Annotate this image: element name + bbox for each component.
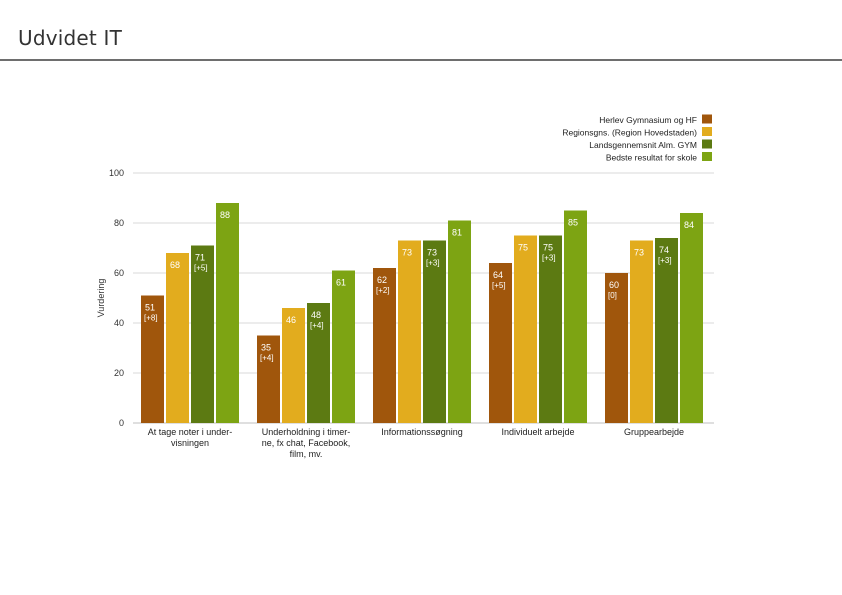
data-label: 75 (518, 243, 528, 253)
legend-label: Landsgennemsnit Alm. GYM (589, 140, 697, 150)
change-label: [+3] (658, 256, 672, 265)
data-label: 81 (452, 228, 462, 238)
change-label: [+5] (194, 264, 208, 273)
bar (605, 273, 628, 423)
legend-label: Regionsgns. (Region Hovedstaden) (562, 128, 697, 138)
title-divider (0, 59, 842, 61)
data-label: 84 (684, 220, 694, 230)
x-tick-label: Underholdning i timer- (262, 427, 351, 437)
x-tick-label: film, mv. (290, 449, 323, 459)
y-axis-title: Vurdering (96, 279, 106, 318)
data-label: 73 (634, 248, 644, 258)
x-tick-label: At tage noter i under- (148, 427, 233, 437)
bar (423, 240, 446, 423)
bar (166, 253, 189, 423)
bar (514, 235, 537, 423)
legend-swatch (702, 127, 712, 136)
y-tick-label: 60 (114, 268, 124, 278)
data-label: 74 (659, 245, 669, 255)
bar (448, 220, 471, 423)
legend-swatch (702, 114, 712, 124)
data-label: 68 (170, 260, 180, 270)
change-label: [+2] (376, 286, 390, 295)
bar (216, 203, 239, 423)
data-label: 51 (145, 303, 155, 313)
data-label: 35 (261, 343, 271, 353)
change-label: [+8] (144, 314, 158, 323)
data-label: 46 (286, 315, 296, 325)
bar (141, 295, 164, 423)
legend-swatch (702, 139, 712, 149)
bar (373, 268, 396, 423)
y-tick-label: 40 (114, 318, 124, 328)
data-label: 88 (220, 210, 230, 220)
legend-label: Bedste resultat for skole (606, 153, 697, 163)
bar (539, 235, 562, 423)
change-label: [+5] (492, 281, 506, 290)
x-tick-label: Informationssøgning (381, 427, 463, 437)
data-label: 73 (427, 248, 437, 258)
change-label: [+4] (310, 321, 324, 330)
change-label: [+3] (542, 254, 556, 263)
legend-swatch (702, 152, 712, 161)
change-label: [+3] (426, 259, 440, 268)
data-label: 75 (543, 243, 553, 253)
bar (191, 245, 214, 423)
data-label: 48 (311, 310, 321, 320)
data-label: 62 (377, 275, 387, 285)
x-tick-label: Gruppearbejde (624, 427, 684, 437)
bar (655, 238, 678, 423)
x-tick-label: Individuelt arbejde (501, 427, 574, 437)
page-title: Udvidet IT (18, 26, 123, 50)
change-label: [0] (608, 291, 617, 300)
data-label: 60 (609, 280, 619, 290)
bar (564, 210, 587, 423)
data-label: 85 (568, 218, 578, 228)
y-tick-label: 80 (114, 218, 124, 228)
x-tick-label: visningen (171, 438, 209, 448)
bar (680, 213, 703, 423)
x-tick-label: ne, fx chat, Facebook, (262, 438, 351, 448)
bar (630, 240, 653, 423)
y-tick-label: 100 (109, 168, 124, 178)
data-label: 64 (493, 270, 503, 280)
y-tick-label: 20 (114, 368, 124, 378)
data-label: 61 (336, 278, 346, 288)
data-label: 71 (195, 253, 205, 263)
change-label: [+4] (260, 354, 274, 363)
bar (489, 263, 512, 423)
y-tick-label: 0 (119, 418, 124, 428)
bar (332, 270, 355, 423)
bar (282, 308, 305, 423)
data-label: 73 (402, 248, 412, 258)
legend-label: Herlev Gymnasium og HF (599, 115, 697, 125)
bar (398, 240, 421, 423)
bar (307, 303, 330, 423)
bar (257, 335, 280, 423)
